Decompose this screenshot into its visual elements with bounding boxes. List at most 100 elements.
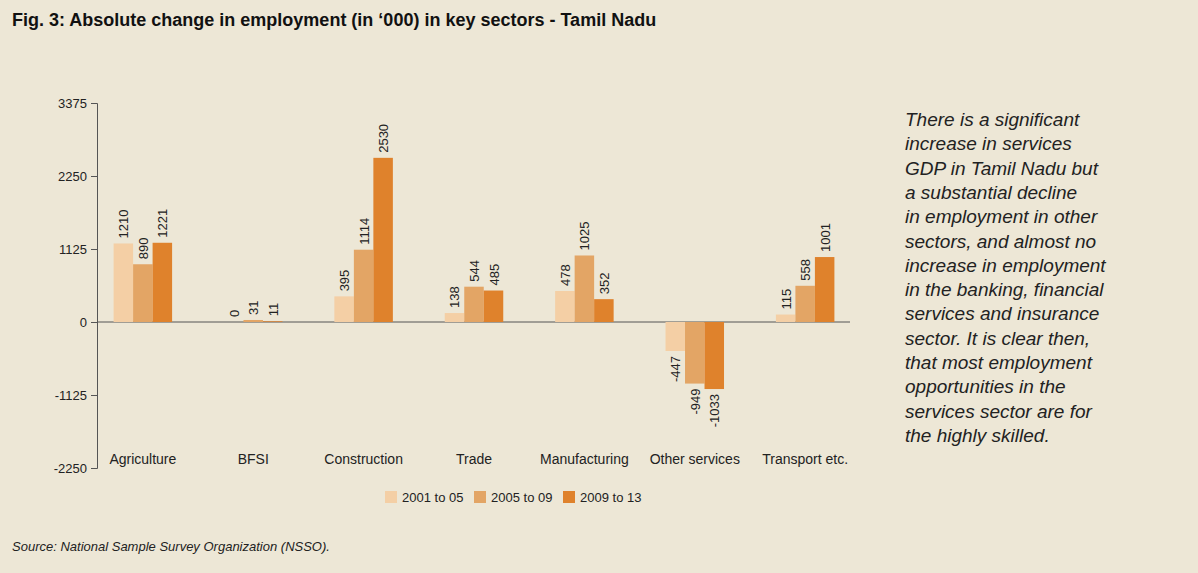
bar (263, 321, 283, 323)
bar (464, 287, 484, 322)
bar (815, 257, 835, 322)
data-label: 0 (227, 310, 242, 317)
data-label: -949 (688, 389, 703, 415)
bar (133, 264, 153, 322)
source: Source: National Sample Survey Organizat… (12, 539, 330, 554)
x-tick-label: Agriculture (109, 451, 176, 467)
bar (776, 315, 796, 322)
data-label: -1033 (707, 394, 722, 427)
x-tick-label: Construction (324, 451, 403, 467)
data-label: 1221 (155, 209, 170, 238)
x-tick-label: BFSI (238, 451, 269, 467)
bar (153, 243, 173, 322)
data-label: 115 (779, 289, 794, 310)
annotation-line: increase in services (905, 133, 1072, 154)
annotation-line: sector. It is clear then, (905, 328, 1090, 349)
data-label: 890 (136, 238, 151, 260)
data-label: 1210 (116, 210, 131, 239)
y-tick-label: 0 (80, 315, 87, 330)
bar (666, 322, 686, 351)
annotation-line: services sector are for (905, 401, 1093, 422)
legend: 2001 to 05 2005 to 09 2009 to 13 (385, 490, 641, 505)
annotation-line: services and insurance (905, 303, 1099, 324)
y-tick: 0 (80, 315, 97, 330)
x-tick-label: Trade (456, 451, 492, 467)
data-labels: 1210 0 395 138 478 -447 115 890 31 1114 544 1025 -94… (116, 124, 832, 427)
y-tick: 1125 (59, 242, 97, 257)
bar (795, 286, 815, 322)
x-tick: Transport etc. (762, 451, 848, 467)
y-tick-label: -1125 (55, 388, 87, 403)
y-tick: 2250 (58, 169, 97, 184)
bar (373, 158, 393, 322)
chart: Fig. 3: Absolute change in employment (i… (0, 0, 1198, 573)
x-tick: Trade (456, 451, 492, 467)
bar (334, 296, 354, 322)
legend-label: 2009 to 13 (580, 490, 641, 505)
y-tick-mark (91, 395, 97, 396)
y-tick-mark (91, 322, 97, 323)
bar (555, 291, 575, 322)
bar (575, 255, 595, 322)
y-tick-label: 3375 (58, 96, 87, 111)
annotation-line: increase in employment (905, 255, 1106, 276)
annotation-line: GDP in Tamil Nadu but (905, 158, 1099, 179)
bar (705, 322, 725, 389)
annotation: There is a significantincrease in servic… (905, 109, 1106, 446)
legend-label: 2001 to 05 (402, 490, 463, 505)
annotation-line: opportunities in the (905, 376, 1066, 397)
data-label: 138 (447, 286, 462, 308)
bar (445, 313, 465, 322)
data-label: 478 (558, 264, 573, 286)
title: Fig. 3: Absolute change in employment (i… (12, 10, 656, 30)
annotation-line: sectors, and almost no (905, 231, 1096, 252)
data-label: 1025 (577, 222, 592, 251)
bar (685, 322, 705, 384)
y-tick-label: -2250 (54, 461, 87, 476)
bar (484, 291, 504, 322)
data-label: 11 (266, 303, 281, 317)
bar (243, 320, 263, 322)
legend-swatch (563, 491, 575, 503)
data-label: 1001 (818, 223, 833, 252)
bar (594, 299, 614, 322)
x-tick: Construction (324, 451, 403, 467)
x-tick: Manufacturing (540, 451, 629, 467)
x-tick-label: Transport etc. (762, 451, 848, 467)
bar (224, 322, 244, 323)
annotation-line: the highly skilled. (905, 425, 1050, 446)
data-label: 485 (487, 264, 502, 286)
y-axis: -2250 -1125 0 1125 2250 3375 (54, 96, 98, 476)
annotation-line: that most employment (905, 352, 1093, 373)
y-tick-mark (91, 176, 97, 177)
legend-swatch (474, 491, 486, 503)
annotation-line: in the banking, financial (905, 279, 1104, 300)
y-tick-mark (91, 249, 97, 250)
y-tick-mark (91, 468, 97, 469)
data-label: 544 (467, 260, 482, 282)
data-label: 395 (337, 270, 352, 292)
y-tick-label: 1125 (59, 242, 87, 257)
bar (114, 243, 134, 322)
x-tick: BFSI (238, 451, 269, 467)
x-tick: Agriculture (109, 451, 176, 467)
annotation-line: a substantial decline (905, 182, 1077, 203)
y-tick: 3375 (58, 96, 97, 111)
data-label: 2530 (376, 124, 391, 153)
x-tick: Other services (650, 451, 740, 467)
y-tick-label: 2250 (58, 169, 87, 184)
y-tick-mark (91, 103, 97, 104)
annotation-line: in employment in other (905, 206, 1098, 227)
legend-swatch (385, 491, 397, 503)
bars (114, 158, 835, 389)
data-label: -447 (668, 356, 683, 382)
y-tick: -2250 (54, 461, 97, 476)
bar (354, 250, 374, 322)
data-label: 1114 (357, 218, 372, 245)
data-label: 558 (798, 259, 813, 281)
x-tick-label: Other services (650, 451, 740, 467)
legend-label: 2005 to 09 (491, 490, 552, 505)
background (0, 0, 1198, 573)
data-label: 31 (246, 301, 261, 315)
data-label: 352 (597, 272, 612, 294)
